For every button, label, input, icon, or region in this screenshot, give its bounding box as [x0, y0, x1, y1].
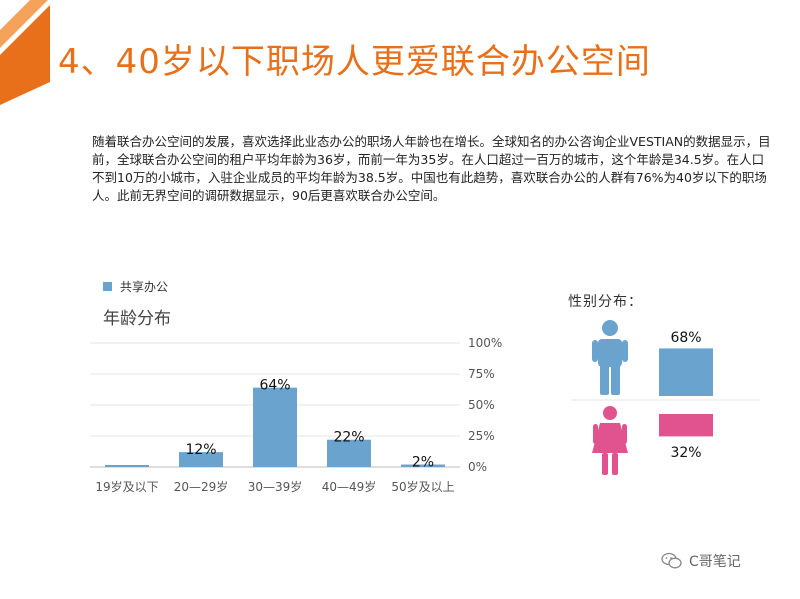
- bar: [179, 452, 223, 467]
- orange-corner-decoration: [0, 0, 50, 105]
- data-label: 12%: [185, 442, 216, 458]
- x-tick-label: 30—39岁: [248, 479, 303, 494]
- legend-swatch: [103, 282, 112, 291]
- x-tick-label: 40—49岁: [322, 479, 377, 494]
- male-person-icon: [592, 320, 628, 395]
- y-tick-label: 50%: [468, 398, 495, 412]
- female-person-icon: [592, 406, 628, 475]
- watermark-text: C哥笔记: [689, 554, 741, 570]
- x-tick-label: 50岁及以上: [391, 479, 454, 494]
- x-tick-label: 19岁及以下: [95, 479, 158, 494]
- chart-legend: 共享办公: [103, 278, 168, 295]
- bar: [253, 387, 297, 467]
- legend-label: 共享办公: [120, 280, 169, 294]
- male-data-label: 68%: [670, 330, 701, 346]
- x-tick-label: 20—29岁: [174, 479, 229, 494]
- y-tick-label: 25%: [468, 429, 495, 443]
- wechat-icon: [661, 552, 682, 569]
- bar: [105, 465, 149, 467]
- age-chart-title: 年龄分布: [103, 309, 171, 329]
- data-label: 22%: [333, 430, 364, 446]
- male-bar: [659, 348, 713, 396]
- female-data-label: 32%: [670, 445, 701, 461]
- slide-title: 4、40岁以下职场人更爱联合办公空间: [58, 42, 651, 82]
- y-tick-label: 75%: [468, 367, 495, 381]
- watermark: C哥笔记: [661, 551, 741, 571]
- bar: [327, 439, 371, 467]
- data-label: 2%: [412, 455, 434, 471]
- data-label: 64%: [259, 378, 290, 394]
- female-bar: [659, 414, 713, 437]
- gender-chart-title: 性别分布：: [568, 294, 643, 310]
- intro-paragraph: 随着联合办公空间的发展，喜欢选择此业态办公的职场人年龄也在增长。全球知名的办公咨…: [92, 134, 771, 203]
- y-tick-label: 0%: [468, 460, 487, 474]
- bar: [401, 464, 445, 467]
- y-tick-label: 100%: [468, 336, 502, 350]
